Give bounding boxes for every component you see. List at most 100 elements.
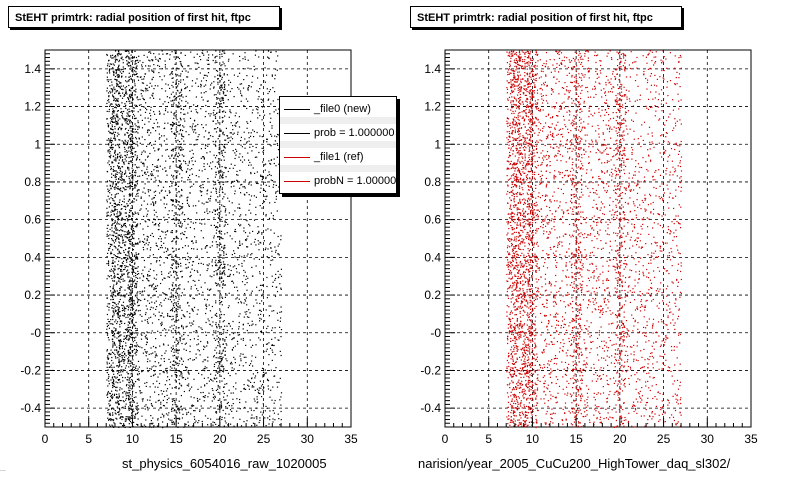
scatter-point [171,423,173,425]
scatter-point [259,205,261,207]
scatter-point [132,369,134,371]
scatter-point [270,145,272,147]
scatter-point [107,337,109,339]
scatter-point [232,214,234,216]
scatter-point [128,305,130,307]
scatter-point [111,227,113,229]
scatter-point [106,379,108,381]
scatter-point [191,149,193,151]
scatter-point [115,236,118,238]
scatter-point [180,238,182,240]
scatter-point [241,256,243,258]
scatter-point [183,315,185,317]
scatter-point [110,127,112,129]
scatter-point [212,180,214,182]
scatter-point [118,278,120,280]
scatter-point [163,344,165,346]
scatter-point [181,189,183,191]
scatter-point [136,409,139,411]
scatter-point [206,51,208,53]
scatter-point [246,304,248,306]
scatter-point [165,368,167,370]
scatter-point [128,115,130,117]
scatter-point [217,405,219,407]
scatter-point [120,54,122,56]
scatter-point [252,275,254,277]
scatter-point [164,335,166,337]
scatter-point [131,122,133,124]
scatter-point [137,61,139,63]
scatter-point [215,264,217,267]
scatter-point [212,380,214,382]
scatter-point [252,145,254,147]
scatter-point [115,123,117,125]
scatter-point [223,149,225,151]
scatter-point [208,63,210,65]
scatter-point [262,101,265,103]
scatter-point [241,161,244,163]
scatter-point [134,61,136,63]
scatter-point [150,203,152,205]
scatter-point [156,245,158,247]
scatter-point [204,147,206,149]
scatter-point [193,378,195,380]
scatter-point [117,370,119,372]
scatter-point [274,354,276,356]
scatter-point [259,114,261,117]
scatter-point [113,426,115,428]
scatter-point [137,195,139,197]
scatter-point [172,148,175,150]
scatter-point [130,297,132,299]
scatter-point [277,144,279,146]
scatter-point [247,88,249,90]
scatter-point [249,146,251,148]
scatter-point [144,266,146,268]
scatter-point [263,351,265,353]
scatter-point [138,304,140,306]
scatter-point [129,147,132,149]
scatter-point [213,128,216,130]
scatter-point [123,241,125,244]
scatter-point [211,276,213,278]
scatter-point [115,56,117,58]
scatter-point [229,235,231,237]
scatter-point [118,85,120,88]
scatter-point [171,264,173,266]
scatter-point [221,220,223,222]
scatter-point [239,90,242,92]
scatter-point [225,94,227,96]
scatter-point [135,252,137,254]
scatter-point [214,76,216,78]
scatter-point [225,214,227,216]
scatter-point [136,59,138,62]
scatter-point [164,352,166,354]
scatter-point [191,173,193,175]
scatter-point [131,88,133,90]
scatter-point [229,140,231,142]
scatter-point [109,180,111,182]
scatter-point [134,171,136,173]
scatter-point [127,266,129,268]
scatter-point [130,240,132,243]
scatter-point [194,418,196,420]
scatter-point [240,83,243,85]
scatter-point [124,94,126,96]
scatter-points [106,50,283,429]
scatter-point [186,202,189,204]
scatter-point [171,319,173,321]
scatter-point [114,356,117,358]
scatter-point [122,260,125,262]
scatter-point [180,166,182,168]
scatter-point [215,411,218,413]
scatter-point [110,418,112,420]
scatter-point [110,187,112,189]
scatter-point [175,201,178,203]
scatter-point [171,310,174,312]
scatter-point [210,224,212,226]
scatter-point [120,286,122,288]
scatter-point [111,218,113,220]
scatter-point [137,126,139,128]
scatter-point [173,102,175,104]
scatter-point [106,256,108,258]
scatter-point [139,175,141,177]
